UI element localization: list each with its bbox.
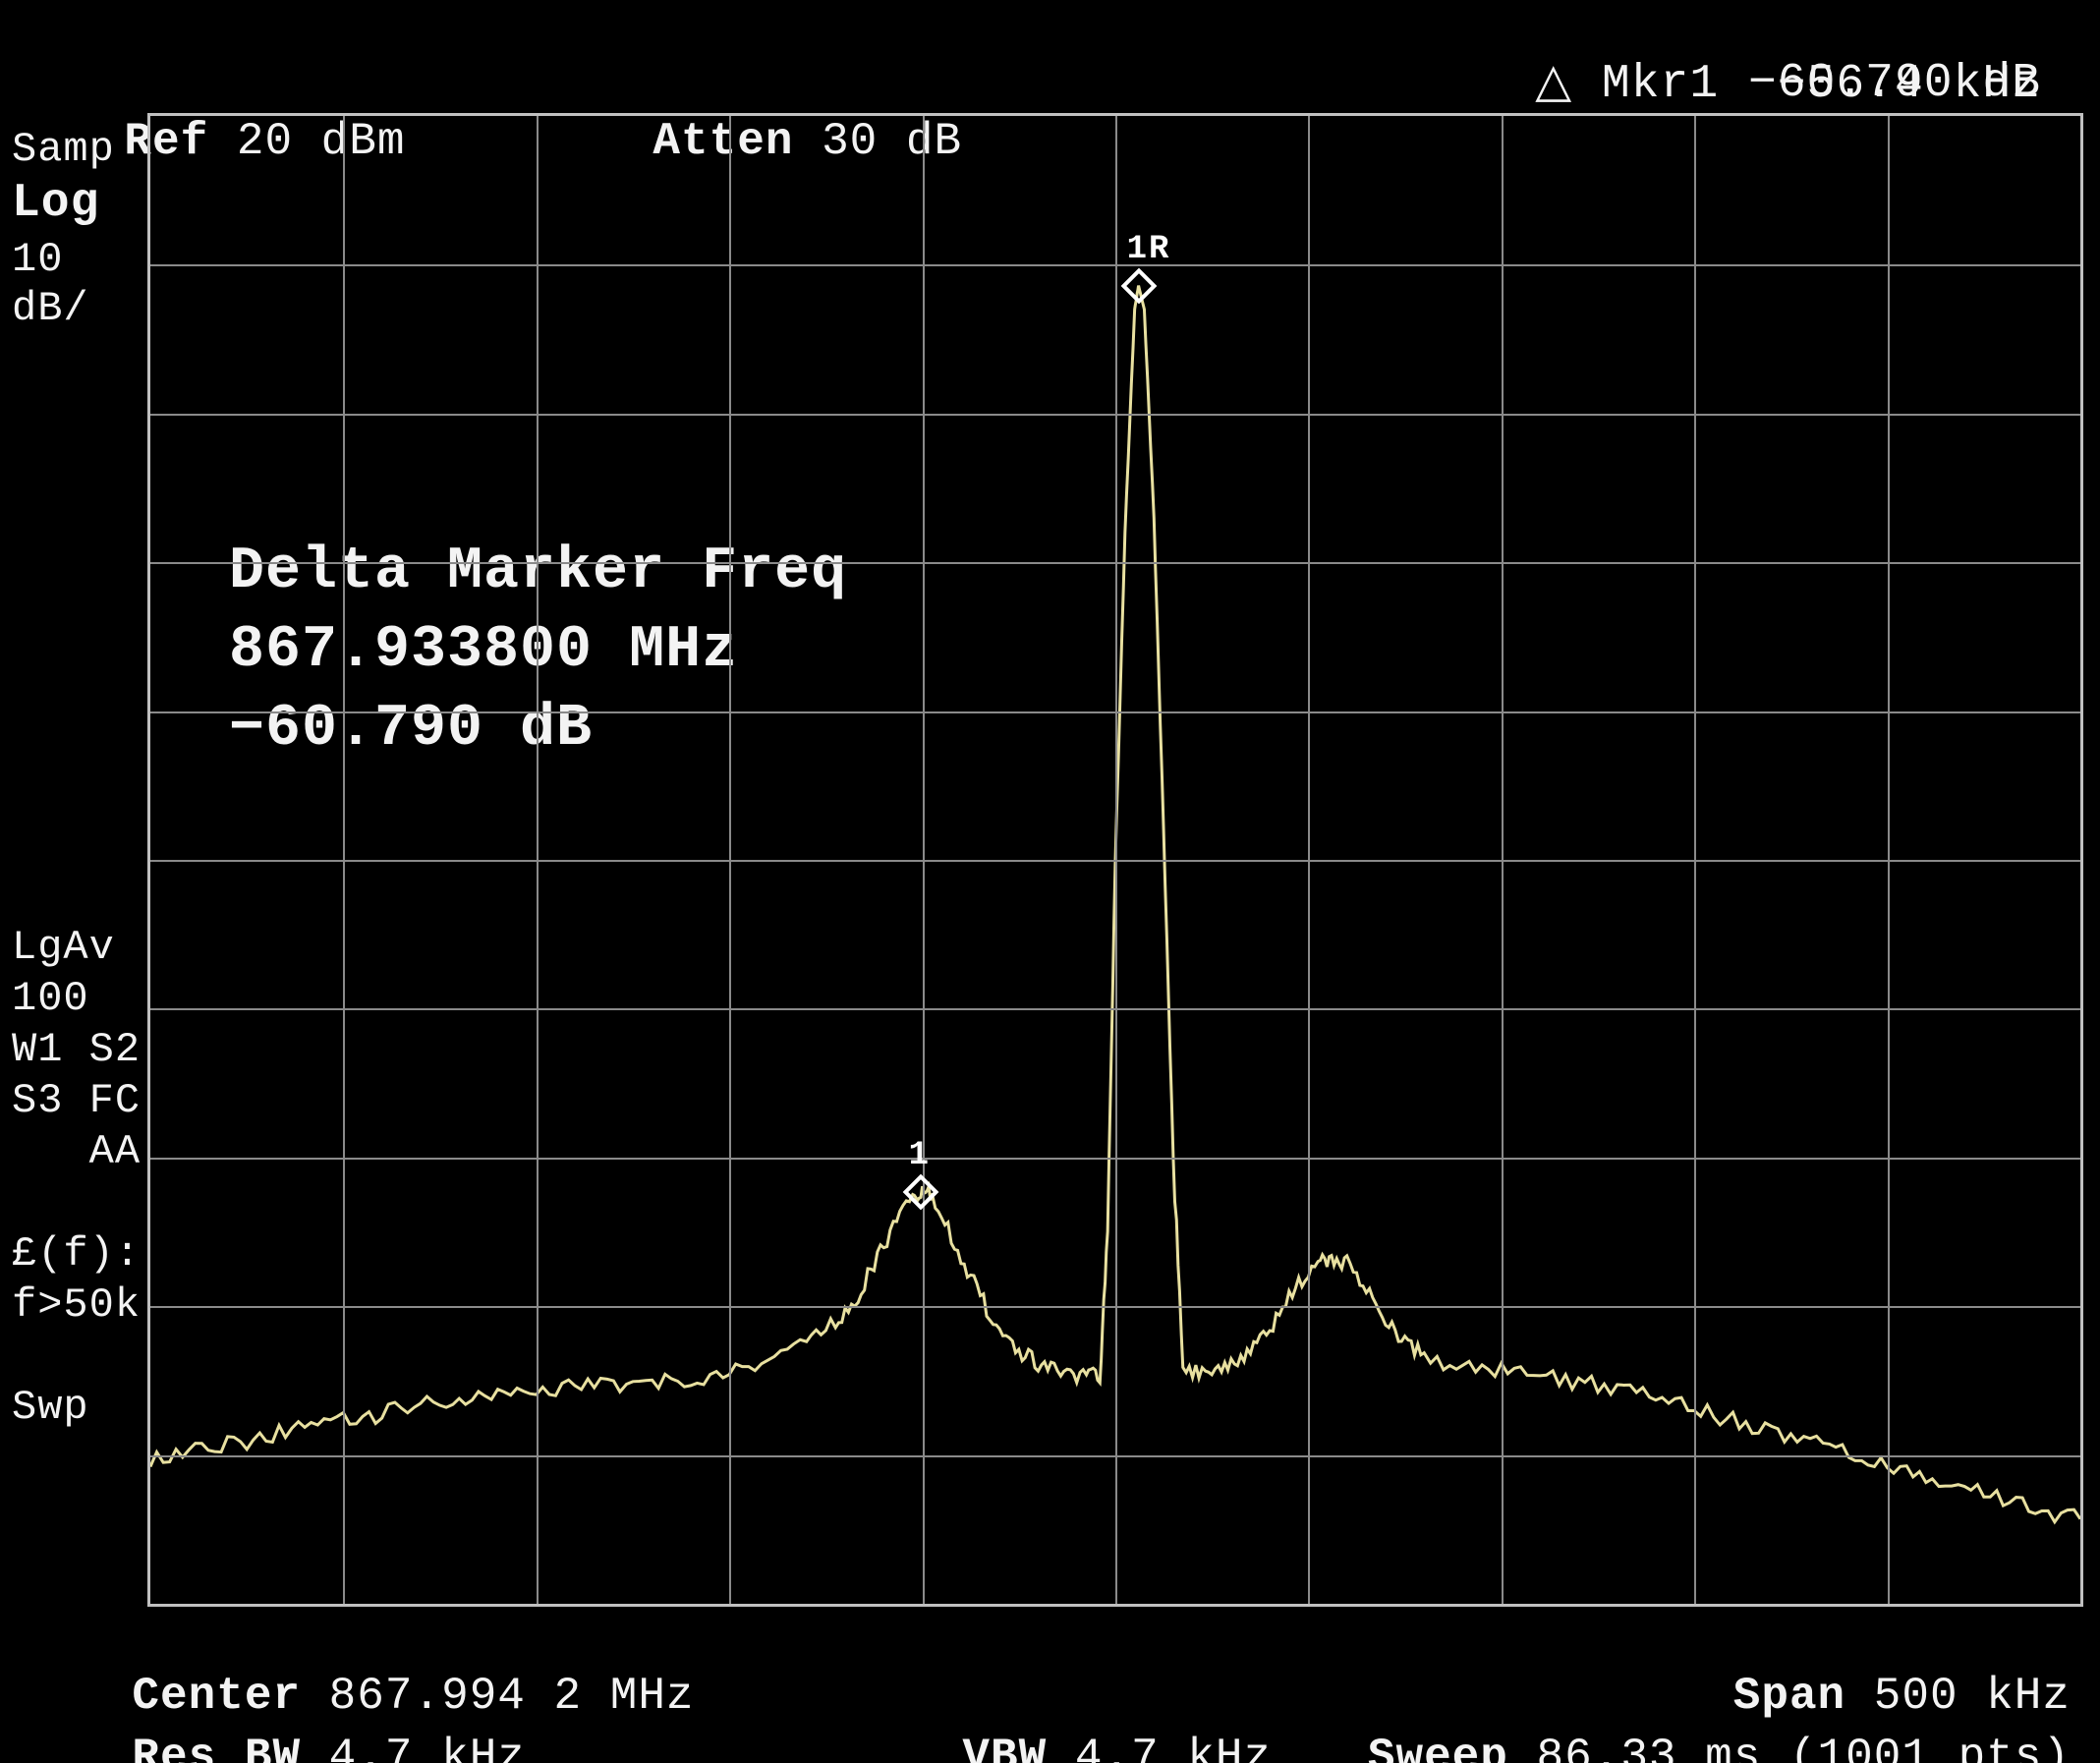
vbw: VBW 4.7 kHz <box>850 1680 1272 1763</box>
grid-hline <box>150 1306 2080 1308</box>
overlay-line2: 867.933800 MHz <box>229 617 738 684</box>
marker-ref-label: 1R <box>1127 231 1171 268</box>
grid-hline <box>150 711 2080 713</box>
sweep: Sweep 86.33 ms (1001 pts) <box>1255 1680 2071 1763</box>
w1s2-label: W1 S2 <box>12 1026 141 1073</box>
spectrum-plot[interactable]: Delta Marker Freq 867.933800 MHz −60.790… <box>147 113 2083 1607</box>
grid-hline <box>150 1455 2080 1457</box>
grid-hline <box>150 414 2080 416</box>
swp-label: Swp <box>12 1384 89 1431</box>
f50k-label: f>50k <box>12 1281 141 1329</box>
grid-hline <box>150 1158 2080 1160</box>
grid-hline <box>150 264 2080 266</box>
scale-value: 10 <box>12 236 63 283</box>
grid-hline <box>150 1008 2080 1010</box>
aa-label: AA <box>12 1128 141 1175</box>
rbw: Res BW 4.7 kHz <box>20 1680 526 1763</box>
grid-hline <box>150 860 2080 862</box>
lgav-label: LgAv <box>12 924 115 971</box>
lgav-val: 100 <box>12 975 89 1022</box>
s3fc-label: S3 FC <box>12 1077 141 1124</box>
grid-hline <box>150 562 2080 564</box>
log-label: Log <box>12 177 99 230</box>
analyzer-screen: Ref 20 dBm Atten 30 dB △ Mkr1 −56.4 kHz … <box>0 0 2100 1763</box>
scale-unit: dB/ <box>12 285 89 332</box>
ef-label: £(f): <box>12 1230 141 1278</box>
marker-readout-line2: −60.790 dB <box>1748 57 2041 110</box>
marker-delta-label: 1 <box>909 1137 931 1174</box>
samp-label: Samp <box>12 126 115 173</box>
